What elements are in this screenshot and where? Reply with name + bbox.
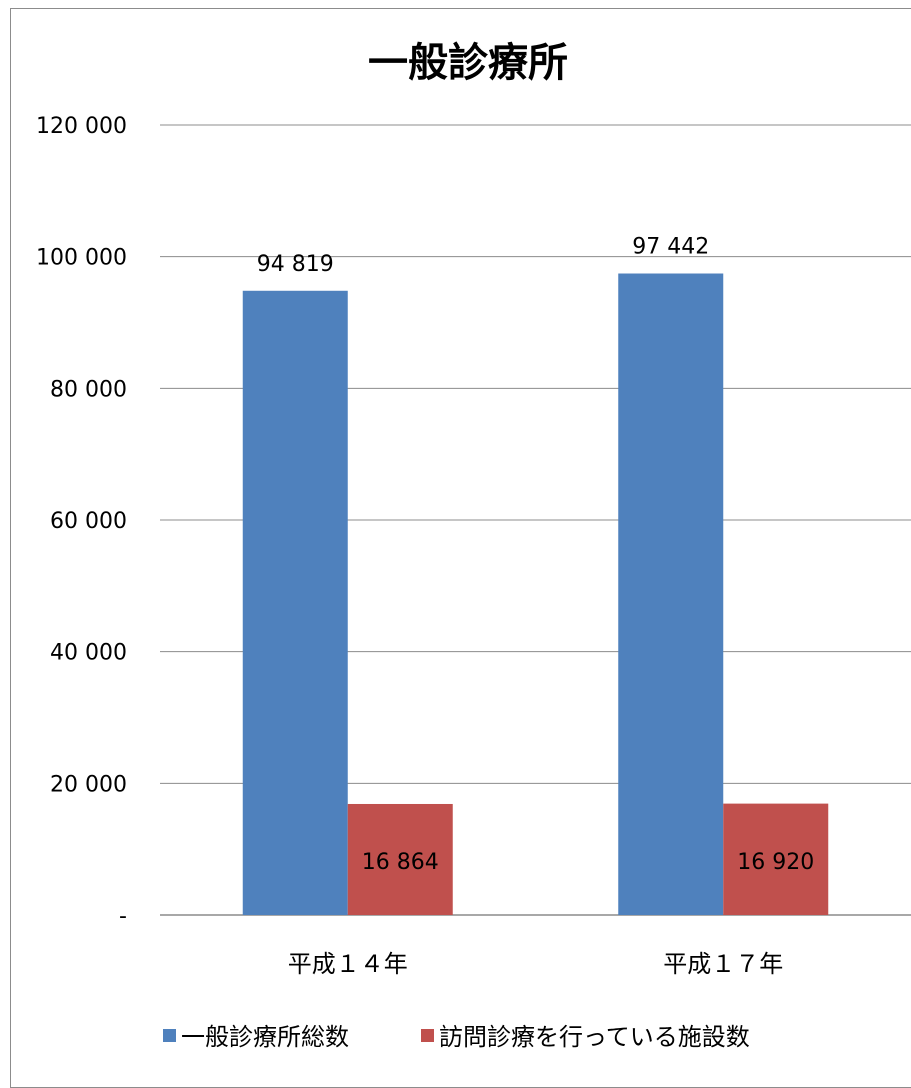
y-tick-label: 80 000 bbox=[50, 377, 127, 402]
legend-label: 一般診療所総数 bbox=[181, 1023, 349, 1051]
data-label: 97 442 bbox=[632, 235, 709, 260]
legend-label: 訪問診療を行っている施設数 bbox=[439, 1023, 750, 1051]
x-axis-ticks: 平成１４年 平成１７年 bbox=[288, 950, 784, 978]
bar-total-1 bbox=[242, 290, 348, 915]
y-tick-label: 100 000 bbox=[36, 246, 127, 271]
data-label: 94 819 bbox=[257, 252, 334, 277]
y-axis-ticks: - 20 000 40 000 60 000 80 000 100 000 120 000 bbox=[36, 114, 127, 929]
bar-home-visit-2 bbox=[723, 803, 829, 915]
bar-home-visit-1 bbox=[347, 803, 453, 915]
chart-title: 一般診療所 bbox=[368, 40, 568, 86]
legend: 一般診療所総数 訪問診療を行っている施設数 bbox=[163, 1023, 750, 1051]
x-tick-label: 平成１７年 bbox=[663, 950, 783, 978]
x-tick-label: 平成１４年 bbox=[288, 950, 408, 978]
bar-total-2 bbox=[618, 273, 724, 915]
y-tick-label: 60 000 bbox=[50, 509, 127, 534]
data-label: 16 864 bbox=[362, 850, 439, 875]
data-labels: 94 819 16 864 97 442 16 920 bbox=[257, 235, 814, 875]
data-label: 16 920 bbox=[737, 850, 814, 875]
y-tick-label: 40 000 bbox=[50, 641, 127, 666]
y-tick-label: 120 000 bbox=[36, 114, 127, 139]
bars bbox=[242, 273, 829, 915]
y-tick-label: 20 000 bbox=[50, 772, 127, 797]
y-tick-label: - bbox=[119, 904, 127, 929]
legend-swatch bbox=[421, 1029, 434, 1042]
legend-swatch bbox=[163, 1029, 176, 1042]
